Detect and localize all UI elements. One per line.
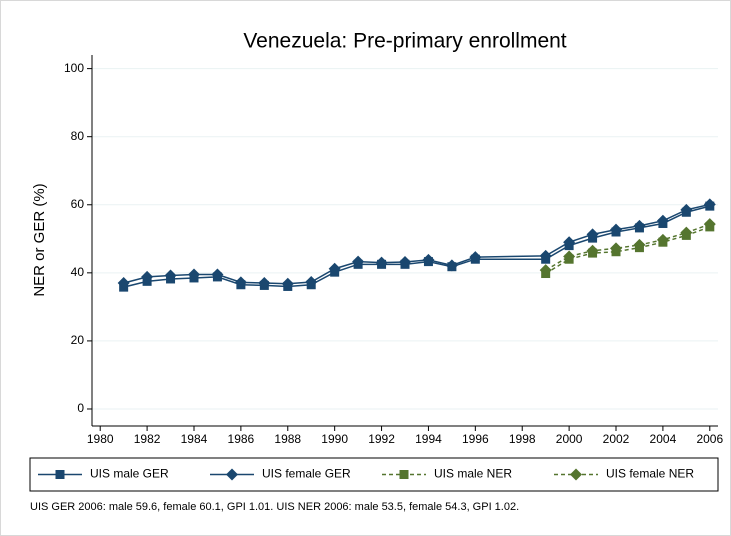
legend-label: UIS female NER — [606, 467, 694, 481]
marker — [633, 238, 646, 251]
marker — [610, 223, 623, 236]
marker — [164, 269, 177, 282]
marker — [680, 226, 693, 239]
y-tick-label: 20 — [71, 333, 85, 347]
marker — [258, 277, 271, 290]
x-tick-label: 2002 — [603, 432, 630, 446]
marker — [352, 255, 365, 268]
marker — [422, 253, 435, 266]
y-tick-label: 60 — [71, 197, 85, 211]
x-tick-label: 1984 — [181, 432, 208, 446]
marker — [563, 236, 576, 249]
marker — [469, 251, 482, 264]
marker — [305, 276, 318, 289]
legend-label: UIS male GER — [90, 467, 169, 481]
chart-title: Venezuela: Pre-primary enrollment — [243, 30, 566, 53]
marker — [656, 214, 669, 227]
marker — [633, 219, 646, 232]
marker — [680, 203, 693, 216]
x-tick-label: 1994 — [415, 432, 442, 446]
y-tick-label: 40 — [71, 265, 85, 279]
x-tick-label: 1980 — [87, 432, 114, 446]
legend-marker — [226, 468, 238, 481]
note: UIS GER 2006: male 59.6, female 60.1, GP… — [30, 501, 519, 513]
x-tick-label: 1988 — [274, 432, 301, 446]
marker — [141, 270, 154, 283]
y-axis-label: NER or GER (%) — [31, 183, 48, 296]
marker — [328, 262, 341, 275]
x-tick-label: 1986 — [228, 432, 255, 446]
x-tick-label: 1990 — [321, 432, 348, 446]
marker — [539, 264, 552, 277]
x-tick-label: 2004 — [650, 432, 677, 446]
marker — [563, 250, 576, 263]
legend-marker — [399, 470, 409, 479]
x-tick-label: 1996 — [462, 432, 489, 446]
marker — [234, 276, 247, 289]
plot-area — [92, 55, 718, 426]
legend-label: UIS female GER — [262, 467, 351, 481]
y-tick-label: 100 — [64, 61, 84, 75]
marker — [586, 228, 599, 241]
marker — [445, 259, 458, 272]
x-tick-label: 2000 — [556, 432, 583, 446]
marker — [703, 198, 716, 211]
x-tick-label: 1982 — [134, 432, 161, 446]
marker — [117, 277, 130, 290]
marker — [399, 255, 411, 268]
marker — [375, 256, 388, 269]
y-tick-label: 80 — [71, 129, 85, 143]
y-tick-label: 0 — [77, 401, 84, 415]
marker — [656, 233, 669, 246]
x-tick-label: 1992 — [368, 432, 395, 446]
legend-marker — [570, 468, 582, 481]
marker — [281, 277, 294, 290]
marker — [211, 268, 224, 281]
legend-marker — [55, 470, 65, 479]
marker — [187, 268, 200, 281]
marker — [586, 244, 599, 257]
legend-box — [29, 457, 719, 492]
marker — [703, 218, 716, 231]
marker — [539, 249, 552, 262]
x-tick-label: 1998 — [509, 432, 536, 446]
x-tick-label: 2006 — [696, 432, 723, 446]
marker — [610, 242, 623, 255]
legend-label: UIS male NER — [434, 467, 512, 481]
